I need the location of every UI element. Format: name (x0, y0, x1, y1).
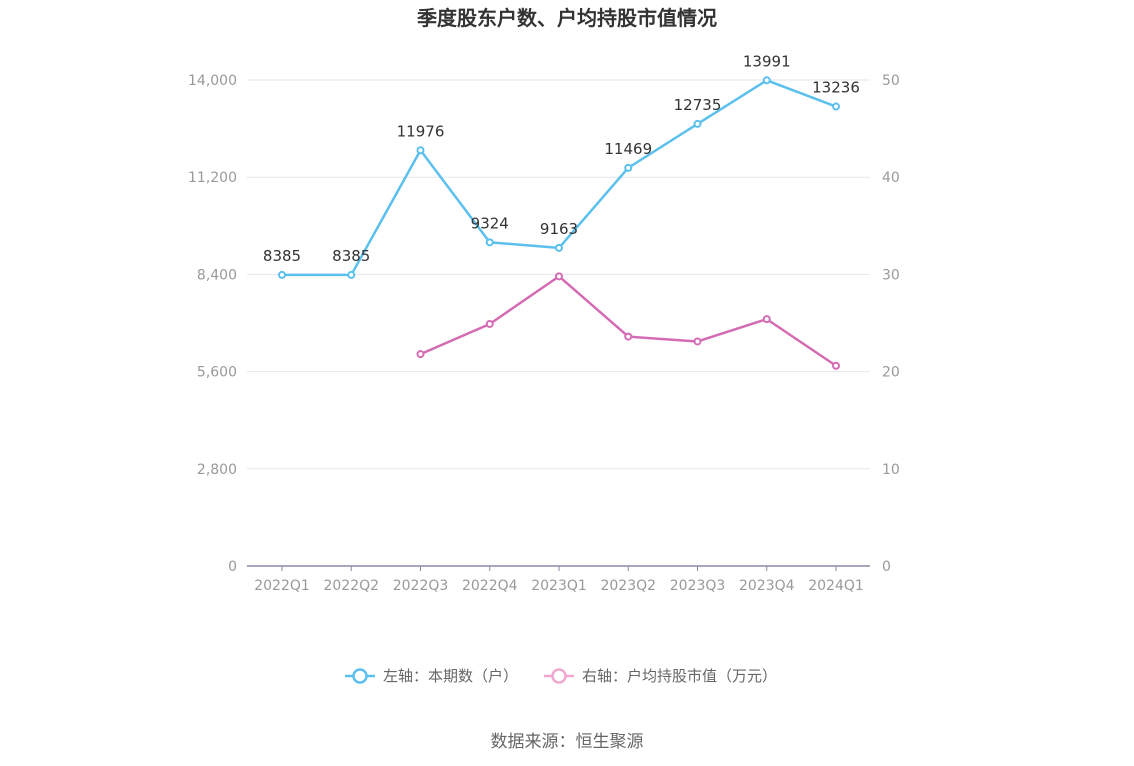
source-note: 数据来源：恒生聚源 (491, 732, 644, 752)
left-tick-label: 5,600 (197, 365, 237, 381)
data-point (416, 146, 425, 155)
data-point (832, 361, 840, 370)
data-label: 11469 (604, 140, 652, 158)
data-point (485, 238, 494, 247)
series-line (420, 275, 837, 367)
data-point (555, 243, 563, 252)
data-point (278, 270, 286, 279)
legend-label: 右轴：户均持股市值（万元） (582, 667, 777, 685)
x-tick-label: 2023Q2 (600, 578, 656, 594)
data-label: 9324 (471, 214, 509, 232)
right-tick-label: 0 (882, 559, 891, 575)
series-2 (416, 272, 840, 370)
x-tick-label: 2022Q3 (393, 578, 449, 594)
right-tick-label: 20 (882, 365, 900, 381)
x-tick-label: 2023Q3 (670, 578, 726, 594)
legend-item-2[interactable]: 右轴：户均持股市值（万元） (544, 667, 777, 685)
data-point (485, 319, 494, 328)
left-tick-label: 14,000 (188, 73, 237, 89)
data-point (693, 337, 702, 346)
data-point (555, 272, 563, 281)
data-label: 8385 (332, 247, 370, 265)
x-tick-label: 2022Q2 (323, 578, 379, 594)
left-tick-label: 8,400 (197, 267, 237, 283)
data-label: 8385 (263, 247, 301, 265)
data-point (416, 350, 425, 359)
data-label: 13236 (812, 79, 860, 97)
right-tick-label: 30 (882, 267, 900, 283)
x-tick-label: 2022Q1 (254, 578, 310, 594)
left-tick-label: 2,800 (197, 462, 237, 478)
right-tick-label: 50 (882, 73, 900, 89)
data-label: 13991 (743, 52, 791, 70)
data-label: 9163 (540, 220, 578, 238)
left-tick-label: 0 (228, 559, 237, 575)
data-point (693, 119, 702, 128)
x-tick-label: 2024Q1 (808, 578, 864, 594)
legend-item-1[interactable]: 左轴：本期数（户） (345, 667, 518, 685)
data-point (762, 315, 771, 324)
x-tick-label: 2023Q1 (531, 578, 587, 594)
right-tick-label: 10 (882, 462, 900, 478)
data-point (624, 332, 633, 341)
series-layer: 8385 8385 11976 9324 9163 11469 12735 13991 1323… (263, 52, 860, 370)
data-label: 12735 (674, 96, 722, 114)
legend-label: 左轴：本期数（户） (383, 667, 518, 685)
left-tick-label: 11,200 (188, 170, 237, 186)
series-1: 8385 8385 11976 9324 9163 11469 12735 13991 1323… (263, 52, 860, 279)
left-axis-ticks: 0 2,800 5,600 8,400 11,200 14,000 (188, 73, 237, 575)
legend-marker (352, 668, 368, 684)
x-tick-label: 2022Q4 (462, 578, 518, 594)
data-label: 11976 (397, 122, 445, 140)
x-tick-label: 2023Q4 (739, 578, 795, 594)
legend[interactable]: 左轴：本期数（户） 右轴：户均持股市值（万元） (345, 667, 777, 685)
right-axis-ticks: 0 10 20 30 40 50 (882, 73, 900, 575)
right-tick-label: 40 (882, 170, 900, 186)
data-point (762, 76, 771, 85)
chart-title: 季度股东户数、户均持股市值情况 (416, 6, 717, 30)
x-axis-ticks: 2022Q1 2022Q2 2022Q3 2022Q4 2023Q1 2023Q2 2023… (254, 566, 864, 594)
legend-marker (551, 668, 567, 684)
data-point (347, 270, 356, 279)
data-point (624, 163, 633, 172)
data-point (832, 102, 840, 111)
